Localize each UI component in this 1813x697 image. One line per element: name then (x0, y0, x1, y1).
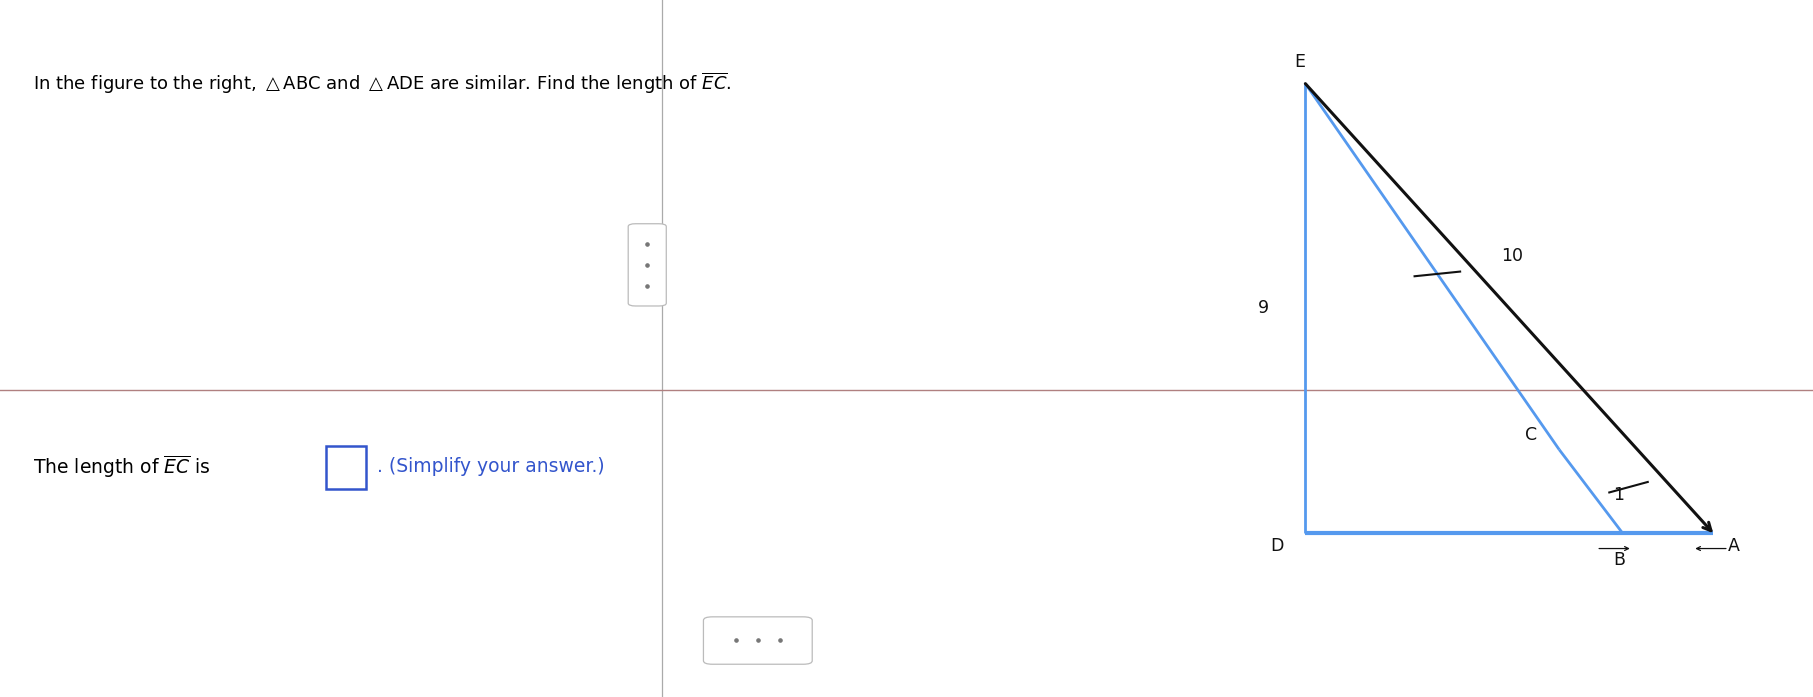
Text: 10: 10 (1501, 247, 1523, 266)
Text: D: D (1271, 537, 1284, 555)
Text: The length of $\overline{EC}$ is: The length of $\overline{EC}$ is (33, 454, 210, 480)
Text: A: A (1728, 537, 1740, 555)
FancyBboxPatch shape (703, 617, 812, 664)
Text: 9: 9 (1258, 300, 1269, 317)
Text: . (Simplify your answer.): . (Simplify your answer.) (377, 457, 606, 477)
Text: E: E (1294, 53, 1305, 71)
Text: B: B (1614, 551, 1624, 569)
Text: C: C (1525, 426, 1537, 444)
FancyBboxPatch shape (326, 446, 366, 489)
Text: 1: 1 (1614, 486, 1624, 504)
FancyBboxPatch shape (627, 224, 667, 306)
Text: In the figure to the right, $\triangle$ABC and $\triangle$ADE are similar. Find : In the figure to the right, $\triangle$A… (33, 71, 731, 96)
